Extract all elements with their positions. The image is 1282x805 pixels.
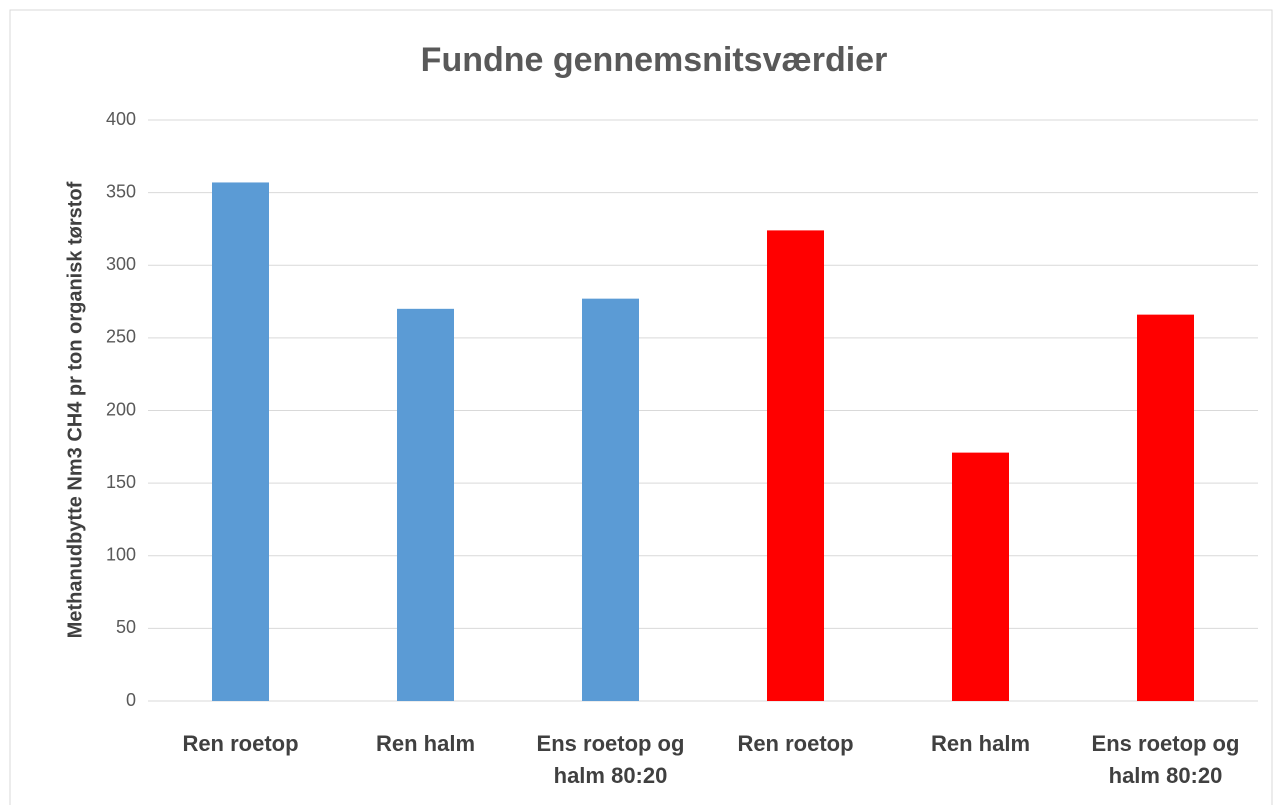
y-tick-label: 50 [116, 617, 136, 637]
x-tick-label: Ens roetop og halm 80:20 [536, 731, 685, 788]
chart-title: Fundne gennemsnitsværdier [421, 41, 888, 79]
y-tick-label: 250 [106, 327, 136, 347]
y-tick-label: 100 [106, 545, 136, 565]
y-axis-label: Methanudbytte Nm3 CH4 pr ton organisk tø… [64, 181, 86, 638]
bar [1137, 314, 1194, 701]
bar [767, 230, 824, 701]
x-tick-label: Ren roetop [737, 731, 854, 756]
bar [212, 182, 269, 701]
chart-frame [9, 9, 1273, 805]
bar [397, 308, 454, 701]
y-tick-label: 0 [126, 690, 136, 710]
x-tick-label: Ens roetop og halm 80:20 [1091, 731, 1240, 788]
y-tick-label: 200 [106, 399, 136, 419]
y-tick-label: 150 [106, 472, 136, 492]
y-tick-label: 350 [106, 181, 136, 201]
y-tick-label: 300 [106, 254, 136, 274]
x-tick-label: Ren halm [930, 731, 1031, 756]
bar [582, 298, 639, 701]
bar [952, 452, 1009, 701]
y-tick-label: 400 [106, 109, 136, 129]
x-tick-label: Ren roetop [182, 731, 299, 756]
x-tick-label: Ren halm [375, 731, 476, 756]
